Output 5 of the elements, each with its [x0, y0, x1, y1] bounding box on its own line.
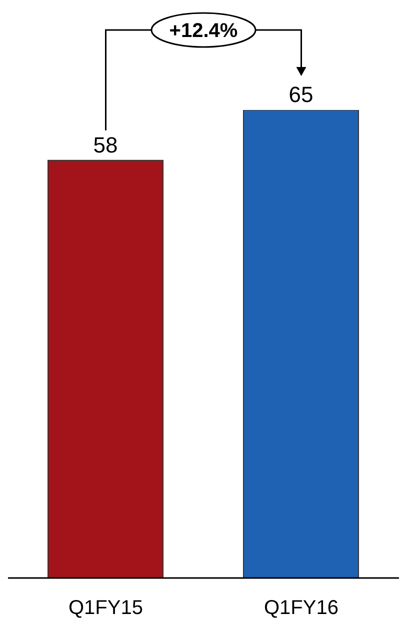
data-label: 58: [93, 132, 118, 158]
text: +12.4%: [169, 20, 238, 42]
x-tick-label: Q1FY16: [264, 597, 338, 620]
data-label: 65: [288, 82, 314, 107]
x-tick-label: Q1FY15: [68, 597, 143, 620]
